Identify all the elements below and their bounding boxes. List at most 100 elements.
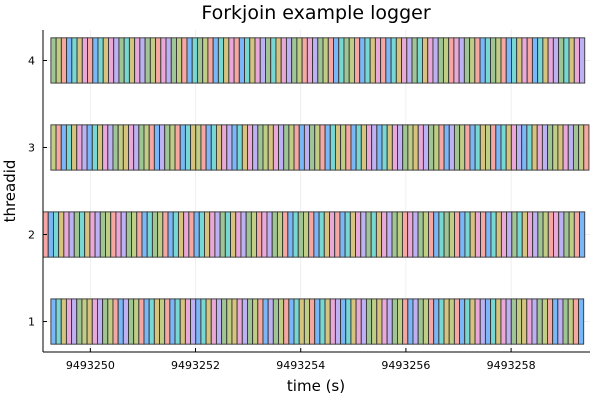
task-segment-thread-1 <box>552 298 559 345</box>
task-segment-thread-1 <box>350 298 357 345</box>
x-tick-label: 9493252 <box>171 359 220 372</box>
task-segment-thread-1 <box>397 298 404 345</box>
task-segment-thread-2 <box>162 211 169 258</box>
task-segment-thread-2 <box>365 211 372 258</box>
task-segment-thread-3 <box>464 124 471 171</box>
task-segment-thread-1 <box>433 298 440 345</box>
task-segment-thread-1 <box>572 298 579 345</box>
task-segment-thread-2 <box>235 211 242 258</box>
task-segment-thread-4 <box>369 37 376 84</box>
task-segment-thread-1 <box>267 298 274 345</box>
task-segment-thread-2 <box>131 211 138 258</box>
task-segment-thread-3 <box>319 124 326 171</box>
task-segment-thread-2 <box>303 211 310 258</box>
task-segment-thread-3 <box>469 124 476 171</box>
task-segment-thread-4 <box>76 37 83 84</box>
task-segment-thread-3 <box>495 124 502 171</box>
task-segment-thread-3 <box>138 124 145 171</box>
task-segment-thread-1 <box>283 298 290 345</box>
task-segment-thread-4 <box>212 37 219 84</box>
task-segment-thread-2 <box>480 211 487 258</box>
task-segment-thread-4 <box>296 37 303 84</box>
task-segment-thread-2 <box>73 211 80 258</box>
task-segment-thread-2 <box>443 211 450 258</box>
task-segment-thread-3 <box>340 124 347 171</box>
task-segment-thread-3 <box>448 124 455 171</box>
task-segment-thread-2 <box>58 211 65 258</box>
task-segment-thread-1 <box>107 298 114 345</box>
task-segment-thread-1 <box>71 298 78 345</box>
task-segment-thread-3 <box>314 124 321 171</box>
task-segment-thread-1 <box>128 298 135 345</box>
task-segment-thread-4 <box>244 37 251 84</box>
task-segment-thread-4 <box>254 37 261 84</box>
task-segment-thread-2 <box>490 211 497 258</box>
task-segment-thread-2 <box>438 211 445 258</box>
task-segment-thread-1 <box>407 298 414 345</box>
task-segment-thread-4 <box>87 37 94 84</box>
x-axis-label: time (s) <box>287 377 345 395</box>
task-segment-thread-1 <box>329 298 336 345</box>
task-segment-thread-3 <box>221 124 228 171</box>
task-segment-thread-2 <box>297 211 304 258</box>
task-segment-thread-3 <box>143 124 150 171</box>
task-segment-thread-1 <box>272 298 279 345</box>
task-segment-thread-2 <box>401 211 409 258</box>
task-segment-thread-1 <box>221 298 228 345</box>
task-segment-thread-3 <box>179 124 186 171</box>
task-segment-thread-1 <box>252 298 259 345</box>
task-segment-thread-2 <box>177 211 185 258</box>
task-segment-thread-4 <box>66 37 73 84</box>
task-segment-thread-4 <box>380 37 387 84</box>
task-segment-thread-4 <box>60 37 68 84</box>
task-segment-thread-3 <box>231 124 238 171</box>
task-segment-thread-3 <box>215 124 223 171</box>
task-segment-thread-3 <box>433 124 440 171</box>
task-segment-thread-4 <box>390 37 397 84</box>
task-segment-thread-2 <box>245 211 252 258</box>
task-segment-thread-2 <box>495 211 502 258</box>
task-segment-thread-3 <box>345 124 352 171</box>
task-segment-thread-1 <box>293 298 300 345</box>
task-segment-thread-2 <box>120 211 127 258</box>
task-segment-thread-4 <box>223 37 230 84</box>
task-segment-thread-2 <box>355 211 362 258</box>
task-segment-thread-3 <box>76 124 83 171</box>
task-segment-thread-4 <box>563 37 570 84</box>
task-segment-thread-3 <box>96 124 104 171</box>
task-segment-thread-4 <box>495 37 502 84</box>
task-segment-thread-3 <box>516 124 523 171</box>
task-segment-thread-3 <box>578 124 585 171</box>
task-segment-thread-4 <box>181 37 188 84</box>
task-segment-thread-4 <box>123 37 130 84</box>
task-segment-thread-3 <box>557 124 564 171</box>
task-segment-thread-3 <box>184 124 192 171</box>
task-segment-thread-4 <box>280 37 287 84</box>
task-segment-thread-1 <box>490 298 497 345</box>
task-segment-thread-3 <box>567 124 574 171</box>
task-segment-thread-2 <box>230 211 237 258</box>
task-segment-thread-3 <box>122 124 129 171</box>
task-segment-thread-4 <box>542 37 549 84</box>
task-segment-thread-2 <box>521 211 528 258</box>
task-segment-thread-1 <box>526 298 533 345</box>
task-segment-thread-2 <box>318 211 325 258</box>
task-segment-thread-1 <box>148 298 155 345</box>
task-segment-thread-3 <box>112 124 119 171</box>
task-segment-thread-1 <box>324 298 331 345</box>
task-segment-thread-1 <box>164 298 171 345</box>
y-axis-label: threadid <box>1 160 19 223</box>
task-segment-thread-4 <box>291 37 298 84</box>
task-segment-thread-4 <box>249 37 256 84</box>
task-segment-thread-4 <box>155 37 162 84</box>
task-segment-thread-1 <box>469 298 476 345</box>
task-segment-thread-4 <box>505 37 512 84</box>
task-segment-thread-3 <box>366 124 373 171</box>
task-segment-thread-2 <box>448 211 455 258</box>
task-segment-thread-4 <box>217 37 225 84</box>
task-segment-thread-2 <box>136 211 143 258</box>
task-segment-thread-4 <box>312 37 319 84</box>
task-segment-thread-3 <box>552 124 559 171</box>
chart-title: Forkjoin example logger <box>201 2 430 24</box>
